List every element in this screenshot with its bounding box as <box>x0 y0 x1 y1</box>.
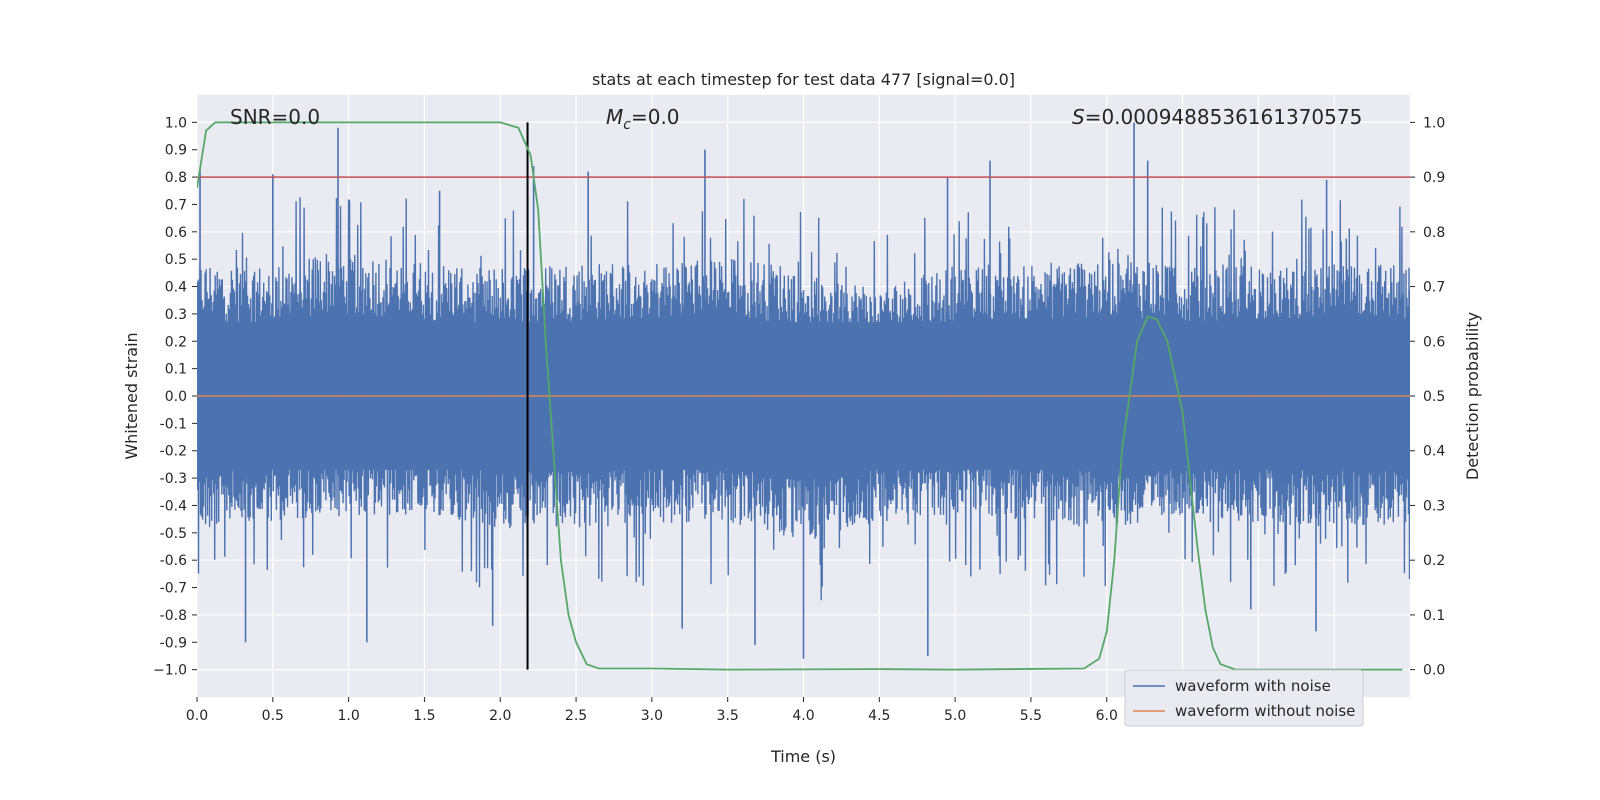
y-axis-ticks: 1.0 0.9 0.8 0.7 0.6 0.5 0.4 0.3 0.2 0.1 0.0 -0.1 -0.… <box>153 115 197 679</box>
y-tick-label: -0.4 <box>160 498 187 514</box>
y-tick-label: 0.6 <box>165 225 187 241</box>
y2-tick-label: 0.7 <box>1423 280 1445 296</box>
y-tick-label: 0.4 <box>165 280 187 296</box>
x-tick-label: 5.0 <box>944 708 966 724</box>
y2-tick-label: 0.3 <box>1423 498 1445 514</box>
x-tick-label: 0.5 <box>262 708 284 724</box>
x-tick-label: 4.0 <box>792 708 814 724</box>
y-axis-label: Whitened strain <box>122 332 141 459</box>
x-tick-label: 1.0 <box>337 708 359 724</box>
y-tick-label: -0.6 <box>160 553 187 569</box>
y2-tick-label: 0.0 <box>1423 663 1445 679</box>
y-tick-label: 0.3 <box>165 307 187 323</box>
y-tick-label: 0.9 <box>165 143 187 159</box>
y2-tick-label: 0.5 <box>1423 389 1445 405</box>
y-tick-label: -0.5 <box>160 526 187 542</box>
plot-content <box>197 121 1410 671</box>
y2-axis-ticks: 1.0 0.9 0.8 0.7 0.6 0.5 0.4 0.3 0.2 0.1 0.0 <box>1410 115 1445 679</box>
y-tick-label: -0.8 <box>160 608 187 624</box>
y2-tick-label: 0.6 <box>1423 334 1445 350</box>
series-detection-probability <box>197 121 1403 671</box>
x-tick-label: 6.0 <box>1096 708 1118 724</box>
x-tick-label: 5.5 <box>1020 708 1042 724</box>
y-tick-label: 0.0 <box>165 389 187 405</box>
x-axis-label: Time (s) <box>770 747 836 766</box>
y-tick-label: 0.2 <box>165 334 187 350</box>
y-tick-label: -0.9 <box>160 635 187 651</box>
y2-axis-label: Detection probability <box>1463 312 1482 480</box>
y2-tick-label: 0.2 <box>1423 553 1445 569</box>
y2-tick-label: 0.8 <box>1423 225 1445 241</box>
chart-title: stats at each timestep for test data 477… <box>592 70 1015 89</box>
x-tick-label: 3.0 <box>641 708 663 724</box>
y2-tick-label: 1.0 <box>1423 115 1445 131</box>
legend: waveform with noise waveform without noi… <box>1124 669 1364 727</box>
x-tick-label: 3.5 <box>717 708 739 724</box>
y-tick-label: 0.7 <box>165 197 187 213</box>
annotation-snr: SNR=0.0 <box>230 105 320 129</box>
y2-tick-label: 0.9 <box>1423 170 1445 186</box>
x-tick-label: 0.0 <box>186 708 208 724</box>
x-tick-label: 2.0 <box>489 708 511 724</box>
y-tick-label: 0.1 <box>165 362 187 378</box>
series-lines <box>197 121 1410 671</box>
y-tick-label: −1.0 <box>153 663 187 679</box>
x-tick-label: 2.5 <box>565 708 587 724</box>
noise-waveform-line <box>197 197 1410 601</box>
y-tick-label: -0.2 <box>160 444 187 460</box>
legend-label-waveform-without-noise: waveform without noise <box>1175 702 1355 720</box>
annotation-chirp-mass: Mc=0.0 <box>606 105 680 133</box>
x-tick-label: 4.5 <box>868 708 890 724</box>
y-tick-label: -0.1 <box>160 416 187 432</box>
x-tick-label: 1.5 <box>413 708 435 724</box>
y-tick-label: 1.0 <box>165 115 187 131</box>
legend-box <box>1124 669 1364 727</box>
y2-tick-label: 0.4 <box>1423 444 1445 460</box>
y-tick-label: -0.7 <box>160 581 187 597</box>
legend-label-waveform-with-noise: waveform with noise <box>1175 677 1331 695</box>
annotation-score: S=0.0009488536161370575 <box>1072 105 1362 129</box>
y-tick-label: 0.5 <box>165 252 187 268</box>
y2-tick-label: 0.1 <box>1423 608 1445 624</box>
y-tick-label: -0.3 <box>160 471 187 487</box>
y-tick-label: 0.8 <box>165 170 187 186</box>
